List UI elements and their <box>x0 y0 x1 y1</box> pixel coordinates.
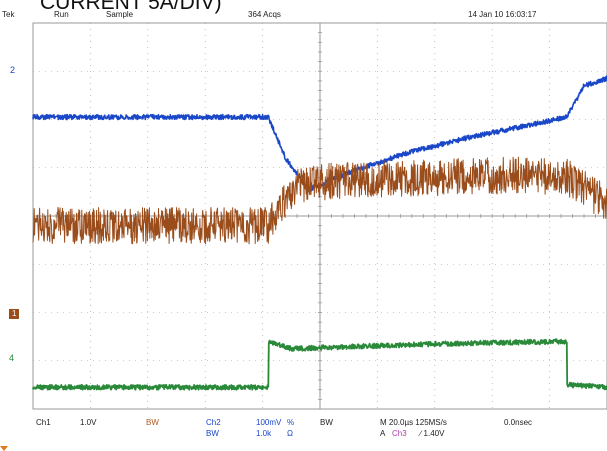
ch1-scale: 1.0V <box>80 418 97 427</box>
ch2-bandwidth-badge: BW <box>206 429 219 438</box>
ch2-probe-icon: Ω <box>287 429 293 438</box>
current-scale-annotation: CURRENT 5A/DIV) <box>40 0 222 14</box>
ch1-waveform-trace <box>32 156 607 245</box>
ch2-scale: 100mV <box>256 418 282 427</box>
acquisition-count: 364 Acqs <box>248 10 281 19</box>
trigger-source-prefix: A <box>380 429 386 438</box>
ch4-ground-marker: 4 <box>9 353 15 363</box>
ch2-label: Ch2 <box>206 418 221 427</box>
trigger-channel: Ch3 <box>392 429 407 438</box>
ch1-label: Ch1 <box>36 418 51 427</box>
run-state: Run <box>54 10 69 19</box>
waveform-plot <box>32 22 607 410</box>
trigger-level: ∕ 1.40V <box>420 429 445 438</box>
timestamp: 14 Jan 10 16:03:17 <box>468 10 537 19</box>
ch2-impedance: 1.0k <box>256 429 272 438</box>
horizontal-delay: 0.0nsec <box>504 418 533 427</box>
ch2-coupling-icon: % <box>287 418 295 427</box>
ch2-ground-marker: 2 <box>10 65 16 75</box>
ch4-waveform-trace <box>32 338 607 391</box>
brand-label: Tek <box>2 10 15 19</box>
trigger-position-icon <box>0 446 8 451</box>
ch1-ground-marker: 1 <box>9 309 20 319</box>
acquisition-mode: Sample <box>106 10 134 19</box>
timebase-readout: M 20.0µs 125MS/s <box>380 418 447 427</box>
ch1-bandwidth-badge: BW <box>146 418 159 427</box>
ch3-bandwidth-badge: BW <box>320 418 333 427</box>
waveform-traces <box>32 75 607 391</box>
